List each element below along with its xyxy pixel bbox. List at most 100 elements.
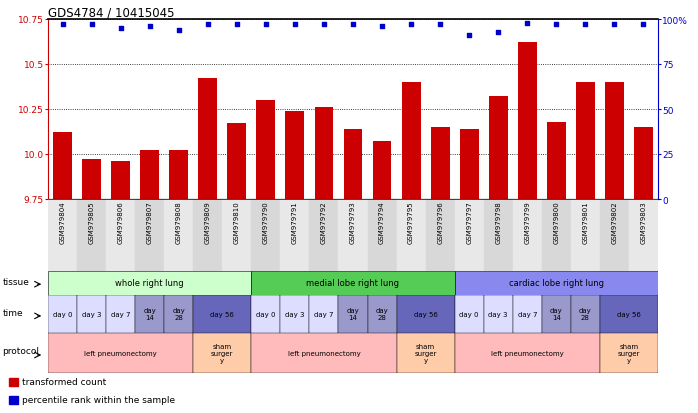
Text: day 56: day 56 (414, 311, 438, 317)
Bar (396, 295, 454, 333)
Bar (571, 199, 600, 271)
Text: transformed count: transformed count (22, 377, 106, 387)
Bar (576, 83, 595, 199)
Bar (251, 199, 281, 271)
Text: GSM979795: GSM979795 (408, 201, 414, 244)
Bar (53, 133, 72, 199)
Text: GSM979800: GSM979800 (554, 201, 559, 244)
Bar (82, 160, 101, 199)
Text: time: time (2, 308, 23, 317)
Text: GSM979796: GSM979796 (437, 201, 443, 244)
Bar (228, 124, 246, 199)
Text: day
14: day 14 (347, 308, 359, 321)
Bar (48, 271, 251, 295)
Text: GSM979801: GSM979801 (582, 201, 588, 244)
Bar (309, 199, 339, 271)
Text: day 7: day 7 (517, 311, 537, 317)
Point (231, 22, 242, 28)
Text: day 3: day 3 (489, 311, 508, 317)
Point (463, 33, 475, 39)
Point (551, 22, 562, 28)
Point (521, 20, 533, 27)
Point (144, 24, 155, 31)
Text: GSM979792: GSM979792 (321, 201, 327, 244)
Text: left pneumonectomy: left pneumonectomy (84, 350, 157, 356)
Text: GDS4784 / 10415045: GDS4784 / 10415045 (48, 7, 174, 20)
Bar (48, 199, 77, 271)
Bar (77, 295, 106, 333)
Bar (401, 83, 420, 199)
Bar (571, 295, 600, 333)
Text: percentile rank within the sample: percentile rank within the sample (22, 396, 174, 404)
Bar (222, 199, 251, 271)
Text: GSM979797: GSM979797 (466, 201, 472, 244)
Bar (542, 199, 571, 271)
Point (289, 22, 300, 28)
Text: day 0: day 0 (256, 311, 276, 317)
Bar (547, 122, 566, 199)
Bar (164, 295, 193, 333)
Bar (309, 295, 339, 333)
Text: GSM979804: GSM979804 (59, 201, 66, 244)
Bar (454, 271, 658, 295)
Text: GSM979808: GSM979808 (176, 201, 181, 244)
Bar (106, 295, 135, 333)
Point (376, 24, 387, 31)
Bar (164, 199, 193, 271)
Bar (343, 130, 362, 199)
Text: day
28: day 28 (579, 308, 592, 321)
Point (115, 26, 126, 32)
Point (580, 22, 591, 28)
Bar (396, 333, 454, 373)
Point (435, 22, 446, 28)
Bar (454, 333, 600, 373)
Point (406, 22, 417, 28)
Bar (281, 199, 309, 271)
Bar (629, 199, 658, 271)
Text: GSM979790: GSM979790 (263, 201, 269, 244)
Text: GSM979807: GSM979807 (147, 201, 153, 244)
Bar (193, 333, 251, 373)
Bar (9, 396, 18, 404)
Bar (368, 199, 396, 271)
Bar (454, 199, 484, 271)
Text: sham
surger
y: sham surger y (618, 343, 640, 363)
Bar (315, 108, 334, 199)
Text: cardiac lobe right lung: cardiac lobe right lung (509, 279, 604, 288)
Point (86, 22, 97, 28)
Text: GSM979810: GSM979810 (234, 201, 240, 244)
Bar (77, 199, 106, 271)
Bar (373, 142, 392, 199)
Bar (426, 199, 454, 271)
Text: tissue: tissue (2, 278, 29, 287)
Bar (431, 128, 450, 199)
Bar (111, 162, 130, 199)
Bar (484, 199, 513, 271)
Text: left pneumonectomy: left pneumonectomy (288, 350, 360, 356)
Bar (513, 199, 542, 271)
Bar (460, 130, 479, 199)
Point (638, 22, 649, 28)
Bar (48, 295, 77, 333)
Bar (600, 333, 658, 373)
Text: protocol: protocol (2, 347, 39, 356)
Bar (251, 333, 396, 373)
Point (202, 22, 214, 28)
Bar (281, 295, 309, 333)
Text: GSM979809: GSM979809 (205, 201, 211, 244)
Bar (600, 199, 629, 271)
Text: GSM979806: GSM979806 (118, 201, 124, 244)
Text: day
28: day 28 (376, 308, 388, 321)
Text: sham
surger
y: sham surger y (415, 343, 437, 363)
Text: GSM979803: GSM979803 (641, 201, 646, 244)
Text: day 3: day 3 (285, 311, 304, 317)
Point (318, 22, 329, 28)
Text: sham
surger
y: sham surger y (211, 343, 233, 363)
Text: GSM979805: GSM979805 (89, 201, 94, 244)
Bar (135, 295, 164, 333)
Bar (193, 199, 222, 271)
Bar (368, 295, 396, 333)
Text: GSM979799: GSM979799 (524, 201, 530, 244)
Bar (489, 97, 507, 199)
Bar (193, 295, 251, 333)
